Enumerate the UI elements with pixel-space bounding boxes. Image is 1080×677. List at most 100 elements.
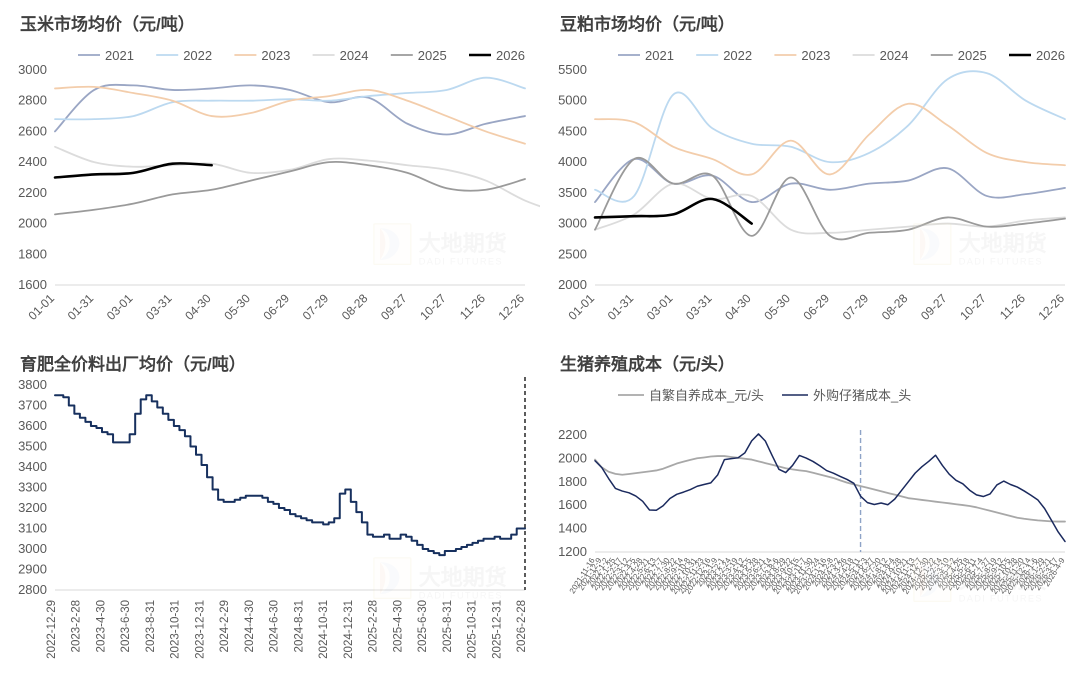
svg-text:2500: 2500 (558, 246, 587, 261)
svg-text:大地期货: 大地期货 (419, 231, 507, 256)
svg-text:10-27: 10-27 (957, 291, 989, 323)
svg-text:2000: 2000 (558, 450, 587, 465)
svg-text:3700: 3700 (18, 398, 47, 413)
svg-text:03-01: 03-01 (104, 291, 136, 323)
svg-text:大地期货: 大地期货 (959, 231, 1047, 256)
svg-text:2024: 2024 (880, 48, 909, 63)
svg-text:4000: 4000 (558, 154, 587, 169)
svg-text:豆粕市场均价（元/吨）: 豆粕市场均价（元/吨） (560, 14, 735, 34)
svg-text:2026: 2026 (1036, 48, 1065, 63)
svg-text:玉米市场均价（元/吨）: 玉米市场均价（元/吨） (20, 14, 195, 34)
svg-text:2024-8-31: 2024-8-31 (293, 600, 305, 652)
svg-text:3600: 3600 (18, 418, 47, 433)
svg-text:2200: 2200 (18, 185, 47, 200)
svg-text:3000: 3000 (18, 62, 47, 77)
svg-text:1400: 1400 (558, 521, 587, 536)
svg-text:05-30: 05-30 (221, 291, 253, 323)
svg-text:2024-12-31: 2024-12-31 (343, 600, 355, 659)
svg-text:11-26: 11-26 (997, 291, 1028, 322)
svg-text:2000: 2000 (18, 216, 47, 231)
svg-text:1800: 1800 (558, 474, 587, 489)
svg-text:3000: 3000 (18, 541, 47, 556)
svg-text:10-27: 10-27 (417, 291, 449, 323)
svg-text:2600: 2600 (18, 123, 47, 138)
svg-text:05-30: 05-30 (761, 291, 793, 323)
svg-text:2022: 2022 (723, 48, 752, 63)
svg-text:08-28: 08-28 (879, 291, 911, 323)
svg-text:2021: 2021 (645, 48, 674, 63)
svg-text:09-27: 09-27 (378, 291, 410, 323)
svg-text:2023-2-28: 2023-2-28 (71, 600, 83, 652)
svg-text:2023-8-31: 2023-8-31 (145, 600, 157, 652)
svg-text:DADI FUTURES: DADI FUTURES (419, 590, 503, 600)
svg-text:大地期货: 大地期货 (959, 568, 1047, 593)
svg-text:5000: 5000 (558, 93, 587, 108)
svg-text:外购仔猪成本_头: 外购仔猪成本_头 (813, 388, 911, 403)
svg-text:12-26: 12-26 (1036, 291, 1068, 323)
svg-text:2400: 2400 (18, 154, 47, 169)
svg-text:2025-6-30: 2025-6-30 (417, 600, 429, 652)
svg-text:2024-6-30: 2024-6-30 (269, 600, 281, 652)
svg-text:06-29: 06-29 (261, 291, 293, 323)
svg-text:DADI FUTURES: DADI FUTURES (959, 256, 1043, 266)
svg-text:2022: 2022 (183, 48, 212, 63)
svg-text:3500: 3500 (558, 185, 587, 200)
svg-text:2900: 2900 (18, 562, 47, 577)
svg-text:2023: 2023 (801, 48, 830, 63)
svg-text:3500: 3500 (18, 439, 47, 454)
svg-text:3300: 3300 (18, 480, 47, 495)
svg-text:1600: 1600 (558, 497, 587, 512)
svg-text:09-27: 09-27 (918, 291, 950, 323)
svg-text:2025-2-28: 2025-2-28 (368, 600, 380, 652)
svg-text:11-26: 11-26 (457, 291, 488, 322)
svg-text:2800: 2800 (18, 93, 47, 108)
svg-text:2025: 2025 (418, 48, 447, 63)
svg-text:07-29: 07-29 (300, 291, 332, 323)
svg-text:1600: 1600 (18, 277, 47, 292)
svg-text:03-31: 03-31 (143, 291, 175, 323)
svg-text:08-28: 08-28 (339, 291, 371, 323)
svg-text:06-29: 06-29 (801, 291, 833, 323)
svg-text:3800: 3800 (18, 377, 47, 392)
svg-text:DADI FUTURES: DADI FUTURES (419, 256, 503, 266)
svg-text:2024: 2024 (340, 48, 369, 63)
svg-text:自繁自养成本_元/头: 自繁自养成本_元/头 (649, 388, 764, 403)
svg-text:大地期货: 大地期货 (419, 565, 507, 590)
svg-text:01-31: 01-31 (65, 291, 97, 323)
svg-text:03-01: 03-01 (644, 291, 676, 323)
svg-text:2023-4-30: 2023-4-30 (95, 600, 107, 652)
svg-text:3000: 3000 (558, 216, 587, 231)
svg-text:3200: 3200 (18, 500, 47, 515)
svg-text:1200: 1200 (558, 544, 587, 559)
svg-text:4500: 4500 (558, 123, 587, 138)
svg-text:2023-10-31: 2023-10-31 (170, 600, 182, 659)
svg-text:2026-2-28: 2026-2-28 (516, 600, 528, 652)
svg-text:2024-2-29: 2024-2-29 (219, 600, 231, 652)
svg-text:DADI FUTURES: DADI FUTURES (959, 593, 1043, 603)
svg-text:2025-4-30: 2025-4-30 (392, 600, 404, 652)
svg-text:3400: 3400 (18, 459, 47, 474)
svg-text:2024-10-31: 2024-10-31 (318, 600, 330, 659)
svg-text:04-30: 04-30 (722, 291, 754, 323)
svg-text:2023-6-30: 2023-6-30 (120, 600, 132, 652)
svg-text:2025-12-31: 2025-12-31 (491, 600, 503, 659)
svg-text:2023: 2023 (261, 48, 290, 63)
svg-text:2025: 2025 (958, 48, 987, 63)
svg-text:2026: 2026 (496, 48, 525, 63)
svg-text:03-31: 03-31 (683, 291, 715, 323)
svg-text:2025-10-31: 2025-10-31 (467, 600, 479, 659)
svg-text:2800: 2800 (18, 582, 47, 597)
svg-text:5500: 5500 (558, 62, 587, 77)
svg-text:12-26: 12-26 (496, 291, 528, 323)
svg-text:04-30: 04-30 (182, 291, 214, 323)
svg-text:3100: 3100 (18, 521, 47, 536)
svg-text:2025-8-31: 2025-8-31 (442, 600, 454, 652)
svg-text:生猪养殖成本（元/头）: 生猪养殖成本（元/头） (560, 354, 735, 374)
svg-text:01-31: 01-31 (605, 291, 637, 323)
svg-text:01-01: 01-01 (566, 291, 598, 323)
svg-text:2000: 2000 (558, 277, 587, 292)
svg-text:2021: 2021 (105, 48, 134, 63)
svg-text:2200: 2200 (558, 427, 587, 442)
svg-text:2023-12-31: 2023-12-31 (194, 600, 206, 659)
svg-text:育肥全价料出厂均价（元/吨）: 育肥全价料出厂均价（元/吨） (20, 354, 246, 374)
